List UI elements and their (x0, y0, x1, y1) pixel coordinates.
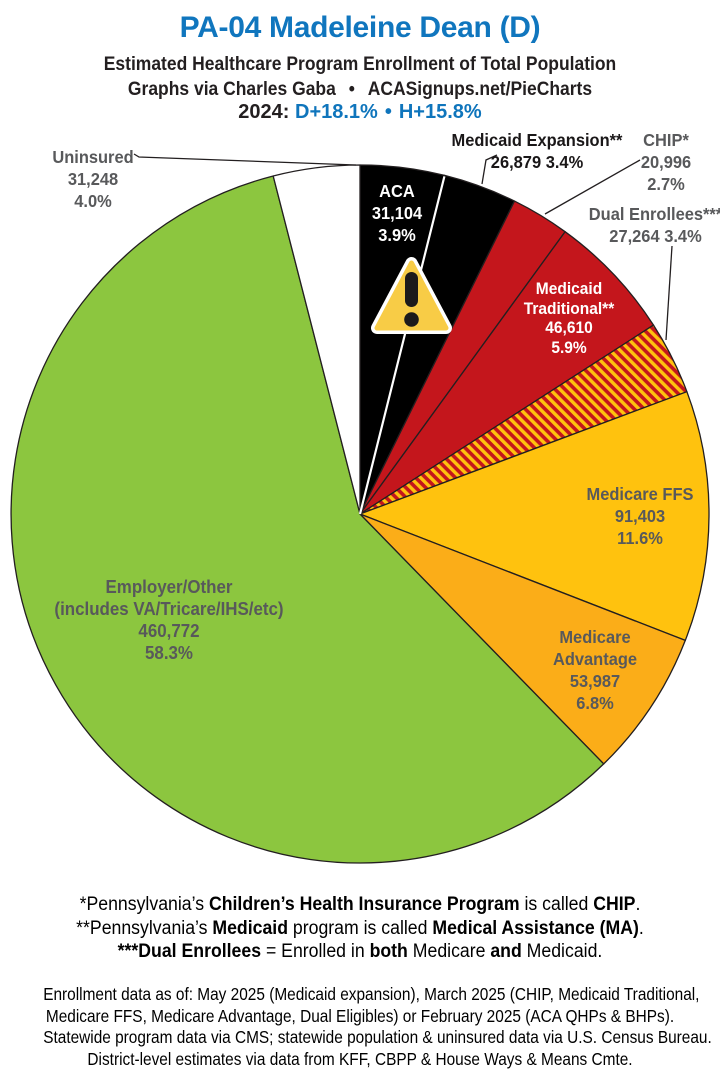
slice-percent: 58.3% (145, 643, 193, 663)
label-chip: CHIP* 20,996 2.7% (619, 129, 713, 195)
leader-line-dual-enrollees (665, 245, 673, 341)
slice-value: 46,610 (545, 319, 593, 337)
leader-lines (133, 153, 673, 341)
source-line: Enrollment data as of: May 2025 (Medicai… (43, 984, 700, 1004)
slice-name: Medicare FFS (586, 484, 694, 504)
election-margin-line: 2024: D+18.1% • H+15.8% (0, 101, 720, 124)
label-dual-enrollees: Dual Enrollees*** 27,264 3.4% (569, 203, 720, 247)
bullet-separator: • (348, 79, 355, 100)
slice-value: 31,248 (67, 169, 119, 189)
dem-margin: D+18.1% (295, 101, 378, 123)
credit-line: Graphs via Charles Gaba • ACASignups.net/P… (29, 79, 691, 101)
slice-percent: 5.9% (551, 338, 587, 357)
bullet-separator: • (384, 101, 392, 123)
credit-site: ACASignups.net/PieCharts (367, 79, 593, 100)
slice-name: Uninsured (52, 147, 134, 167)
slice-name: CHIP* (643, 130, 689, 150)
pie-slice-medicare-ffs (359, 391, 710, 642)
year-label: 2024: (238, 101, 290, 123)
slice-divider-line (358, 176, 446, 515)
slice-percent: 4.0% (74, 191, 112, 211)
harris-margin: H+15.8% (398, 101, 482, 123)
label-uninsured: Uninsured 31,248 4.0% (34, 146, 152, 212)
warning-icon (371, 257, 452, 334)
pie-slices (10, 164, 710, 864)
slice-value-percent: 27,264 3.4% (609, 226, 702, 246)
credit-author: Graphs via Charles Gaba (127, 79, 336, 100)
pie-slice-employer-other (10, 175, 605, 864)
slice-name: Employer/Other (105, 577, 233, 597)
pie-slice-medicaid-traditional (359, 231, 655, 515)
slice-percent: 3.9% (378, 225, 416, 245)
label-medicaid-traditional: Medicaid Traditional** 46,610 5.9% (515, 280, 622, 358)
label-medicare-advantage: Medicare Advantage 53,987 6.8% (534, 626, 656, 714)
slice-percent: 11.6% (617, 528, 663, 548)
source-line: Medicare FFS, Medicare Advantage, Dual E… (45, 1005, 675, 1026)
slice-name: Medicaid Traditional** (523, 280, 615, 318)
footnotes: *Pennsylvania’s Children’s Health Insura… (25, 893, 695, 964)
label-aca: ACA 31,104 3.9% (352, 180, 442, 246)
slice-percent: 2.7% (647, 174, 685, 194)
source-line: District-level estimates via data from K… (87, 1048, 633, 1069)
slice-percent: 6.8% (576, 693, 614, 713)
footnote-chip: *Pennsylvania’s Children’s Health Insura… (79, 894, 641, 915)
slice-name-detail: (includes VA/Tricare/IHS/etc) (54, 599, 284, 619)
slice-value: 460,772 (138, 621, 200, 641)
page-title: PA-04 Madeleine Dean (D) (179, 11, 541, 44)
pie-slice-uninsured (272, 164, 361, 515)
slice-name: ACA (379, 181, 415, 201)
pie-slice-medicare-advantage (359, 513, 686, 765)
source-notes: Enrollment data as of: May 2025 (Medicai… (43, 984, 712, 1070)
slice-value: 31,104 (371, 203, 423, 223)
slice-value-percent: 26,879 3.4% (490, 152, 584, 172)
slice-name: Medicaid Expansion** (451, 130, 623, 150)
leader-line-chip (544, 159, 641, 215)
label-medicaid-expansion: Medicaid Expansion** 26,879 3.4% (443, 129, 631, 173)
footnote-medicaid: **Pennsylvania’s Medicaid program is cal… (76, 917, 644, 939)
slice-name: Medicare Advantage (552, 627, 638, 669)
leader-line-uninsured (133, 153, 357, 166)
source-line: Statewide program data via CMS; statewid… (43, 1027, 712, 1047)
footnote-dual: ***Dual Enrollees = Enrolled in both Med… (117, 941, 603, 962)
slice-name: Dual Enrollees*** (588, 204, 720, 224)
slice-value: 53,987 (569, 671, 621, 691)
label-medicare-ffs: Medicare FFS 91,403 11.6% (577, 483, 703, 549)
leader-line-medicaid-expansion (481, 154, 498, 185)
slice-value: 91,403 (614, 506, 666, 526)
label-employer-other: Employer/Other (includes VA/Tricare/IHS/… (48, 576, 291, 664)
chart-subtitle: Estimated Healthcare Program Enrollment … (103, 54, 617, 75)
slice-value: 20,996 (640, 152, 692, 172)
